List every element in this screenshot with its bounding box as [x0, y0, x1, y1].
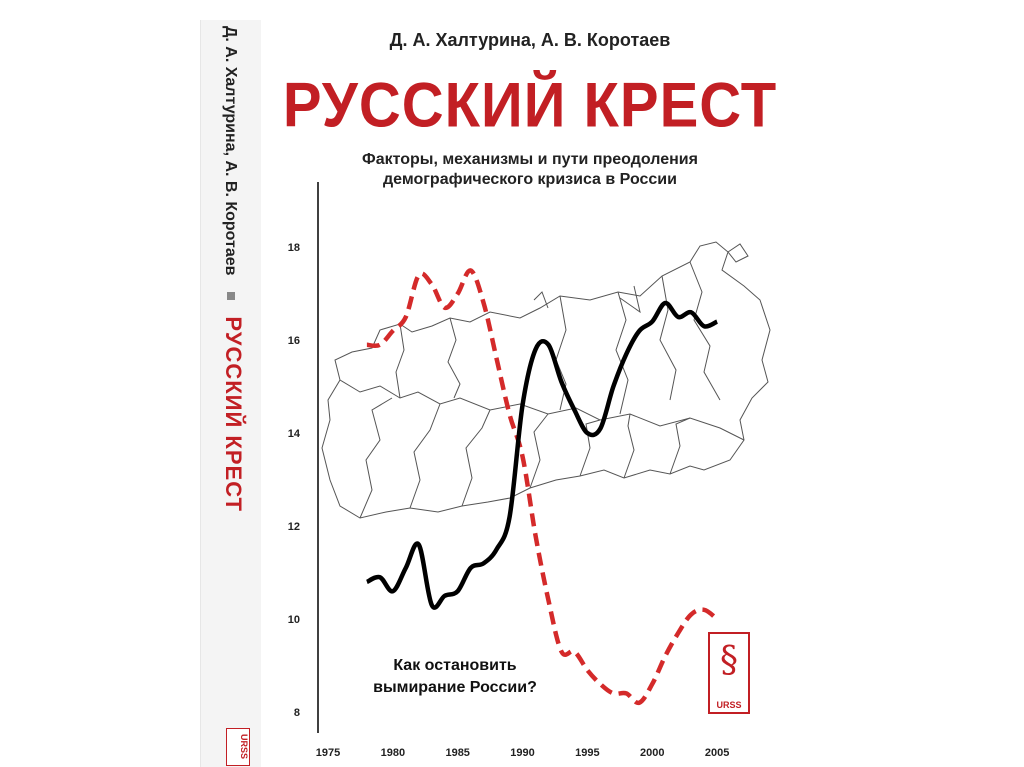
russia-map-outline: [321, 241, 771, 519]
chart-series: [365, 268, 719, 706]
spine-publisher-logo: URSS: [226, 728, 250, 766]
question-line-2: вымирание России?: [373, 679, 537, 696]
y-tick-label: 14: [288, 428, 301, 440]
series-line-solid: [365, 300, 719, 610]
y-tick-label: 8: [294, 707, 300, 719]
y-tick-label: 18: [288, 242, 300, 254]
cover-title: РУССКИЙ КРЕСТ: [282, 70, 778, 141]
cover-authors: Д. А. Халтурина, А. В. Коротаев: [389, 30, 671, 50]
section-sign-icon: §: [720, 640, 738, 681]
y-tick-label: 16: [288, 335, 300, 347]
y-tick-label: 12: [288, 521, 300, 533]
subtitle-line-1: Факторы, механизмы и пути преодоления: [362, 151, 698, 168]
x-tick-label: 1995: [575, 747, 599, 759]
x-tick-label: 2005: [705, 747, 729, 759]
x-tick-label: 1975: [316, 747, 340, 759]
cover-question: Как остановить вымирание России?: [325, 655, 585, 699]
publisher-label: URSS: [716, 700, 742, 710]
x-tick-label: 1990: [510, 747, 534, 759]
publisher-logo: § URSS: [708, 632, 750, 714]
y-tick-labels: 8 10 12 14 16 18: [288, 242, 301, 719]
x-tick-label: 1985: [445, 747, 469, 759]
x-tick-label: 2000: [640, 747, 664, 759]
subtitle-line-2: демографического кризиса в России: [383, 171, 677, 188]
cover-subtitle: Факторы, механизмы и пути преодоления де…: [280, 150, 780, 190]
question-line-1: Как остановить: [393, 657, 517, 674]
book-spine: [200, 20, 261, 767]
series-line-dashed: [366, 268, 719, 706]
x-tick-label: 1980: [381, 747, 405, 759]
y-tick-label: 10: [288, 614, 300, 626]
x-tick-labels: 1975 1980 1985 1990 1995 2000 2005: [316, 747, 730, 759]
